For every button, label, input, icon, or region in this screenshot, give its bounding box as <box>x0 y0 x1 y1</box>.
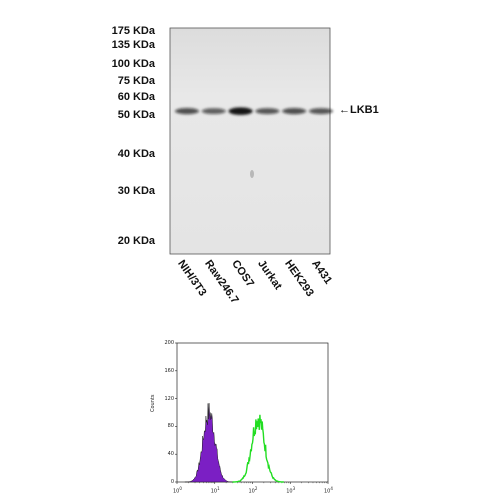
mw-marker-label: 30 KDa <box>117 185 155 197</box>
mw-marker-label: 40 KDa <box>117 148 155 160</box>
histogram-y-tick-label: 120 <box>164 395 174 402</box>
mw-marker-label: 100 KDa <box>111 58 155 70</box>
histogram-series-outline <box>232 414 284 483</box>
target-label: ←LKB1 <box>339 104 379 116</box>
mw-marker-label: 50 KDa <box>117 109 155 121</box>
target-arrow: ← <box>339 104 350 116</box>
band-lane-3 <box>228 107 253 115</box>
band-lane-5 <box>282 108 307 115</box>
mw-marker-label: 75 KDa <box>117 75 155 87</box>
histogram-y-tick-label: 80 <box>167 423 174 430</box>
band-lane-1 <box>175 108 199 115</box>
membrane-background <box>169 27 331 255</box>
band-lane-4 <box>255 108 280 115</box>
histogram-x-tick-label: 104 <box>324 486 333 495</box>
histogram-series-filled <box>184 403 234 483</box>
histogram-x-tick-label: 101 <box>210 486 220 495</box>
histogram-y-tick-label: 0 <box>170 479 174 485</box>
histogram-y-tick-label: 40 <box>167 451 174 458</box>
membrane-artifact <box>250 170 254 178</box>
mw-marker-label: 20 KDa <box>117 235 155 247</box>
mw-marker-label: 135 KDa <box>111 39 155 51</box>
band-lane-2 <box>201 108 226 115</box>
mw-marker-label: 175 KDa <box>111 25 155 37</box>
band-lane-6 <box>309 108 333 115</box>
histogram-x-tick-label: 102 <box>248 486 258 495</box>
histogram-y-tick-label: 160 <box>164 367 174 374</box>
histogram-y-axis-title: Counts <box>150 394 156 412</box>
target-name: LKB1 <box>350 104 379 116</box>
histogram-y-tick-label: 200 <box>164 340 174 346</box>
histogram-x-tick-label: 100 <box>173 486 182 495</box>
histogram-x-tick-label: 103 <box>286 486 296 495</box>
mw-marker-label: 60 KDa <box>117 91 155 103</box>
